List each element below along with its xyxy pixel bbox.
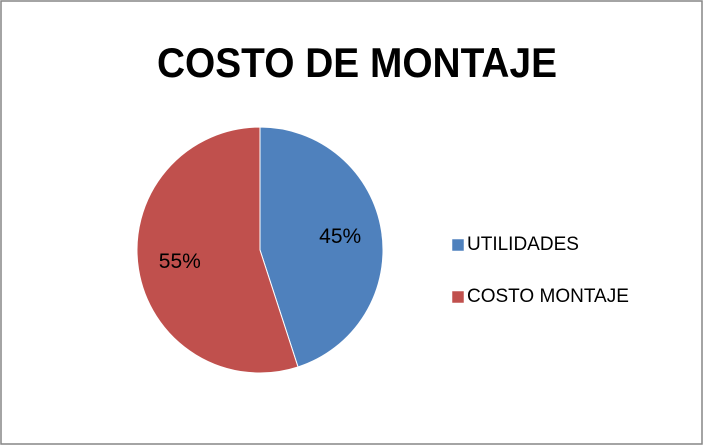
- legend-label: UTILIDADES: [467, 234, 579, 255]
- legend-swatch: [451, 290, 465, 304]
- pie-slice: [136, 126, 299, 374]
- data-label: 45%: [319, 225, 361, 248]
- legend-swatch: [451, 238, 465, 252]
- pie-slice: [259, 126, 384, 368]
- chart-title: COSTO DE MONTAJE: [157, 39, 557, 86]
- legend-label: COSTO MONTAJE: [467, 286, 629, 307]
- data-label: 55%: [159, 250, 201, 273]
